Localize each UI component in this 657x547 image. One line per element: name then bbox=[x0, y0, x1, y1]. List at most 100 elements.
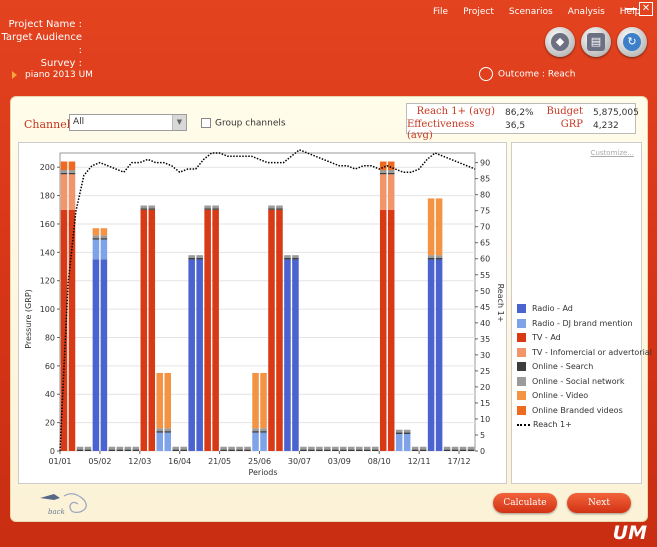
chart-container: 0 20 40 60 80 100 120 140 160 180 200 0 5 10 15 20 25 30 3… bbox=[18, 142, 507, 484]
x-tick-label: 25/06 bbox=[248, 457, 271, 466]
y2-tick-label: 40 bbox=[480, 319, 490, 328]
chevron-down-icon[interactable]: ▼ bbox=[172, 115, 186, 130]
diamond-arrow-icon: ◆ bbox=[551, 33, 569, 51]
bar-segment bbox=[387, 209, 395, 451]
bar-segment bbox=[324, 449, 331, 451]
menu-help[interactable]: Help bbox=[619, 7, 641, 17]
customize-link[interactable]: Customize... bbox=[590, 149, 634, 157]
bar-segment bbox=[164, 431, 172, 433]
bar-segment bbox=[100, 239, 108, 260]
back-button[interactable]: back bbox=[34, 490, 98, 516]
bar-segment bbox=[180, 449, 187, 451]
y2-tick-label: 65 bbox=[480, 239, 490, 248]
y2-tick-label: 30 bbox=[480, 351, 490, 360]
globe-arrow-button[interactable]: ↻ bbox=[617, 27, 647, 57]
bar-segment bbox=[140, 205, 148, 209]
bar-segment bbox=[156, 372, 164, 429]
x-tick-label: 08/10 bbox=[368, 457, 391, 466]
y-tick-label: 140 bbox=[40, 248, 55, 257]
bar-segment bbox=[76, 446, 84, 450]
back-label: back bbox=[48, 508, 65, 516]
bar-segment bbox=[68, 209, 76, 451]
y2-tick-label: 5 bbox=[480, 431, 485, 440]
close-button[interactable]: ✕ bbox=[639, 2, 653, 16]
legend-swatch bbox=[517, 318, 526, 328]
legend-label: Online - Search bbox=[532, 362, 594, 371]
outcome-indicator[interactable]: Outcome : Reach bbox=[479, 67, 575, 81]
bar-segment bbox=[140, 208, 148, 210]
bar-segment bbox=[387, 161, 395, 171]
globe-arrow-icon: ↻ bbox=[623, 33, 641, 51]
bar-segment bbox=[148, 208, 156, 210]
bar-segment bbox=[379, 161, 387, 171]
group-channels-label: Group channels bbox=[215, 118, 286, 129]
legend-label: Online - Social network bbox=[532, 376, 625, 386]
bar-segment bbox=[92, 235, 100, 239]
bar-segment bbox=[379, 209, 387, 451]
x-tick-label: 30/07 bbox=[288, 457, 311, 466]
channels-select[interactable]: All ▼ bbox=[69, 114, 187, 131]
y2-tick-label: 25 bbox=[480, 367, 490, 376]
y-tick-label: 40 bbox=[45, 390, 55, 399]
bar-segment bbox=[60, 174, 68, 210]
bar-segment bbox=[292, 259, 299, 451]
bar-segment bbox=[395, 432, 403, 434]
globe-icon bbox=[479, 67, 493, 81]
x-tick-label: 17/12 bbox=[448, 457, 471, 466]
bar-segment bbox=[427, 258, 435, 260]
bar-segment bbox=[108, 449, 116, 451]
bar-segment bbox=[228, 449, 235, 451]
bar-segment bbox=[443, 446, 451, 450]
bar-segment bbox=[212, 208, 219, 210]
legend-swatch bbox=[517, 304, 526, 313]
menu-project[interactable]: Project bbox=[463, 7, 494, 17]
diamond-arrow-button[interactable]: ◆ bbox=[545, 27, 575, 57]
bar-segment bbox=[395, 429, 403, 433]
legend-panel: Customize... Radio - Ad Radio - DJ brand … bbox=[511, 142, 652, 484]
calculate-button[interactable]: Calculate bbox=[493, 493, 557, 513]
legend-item: Online - Video bbox=[517, 391, 652, 406]
bar-segment bbox=[100, 235, 108, 239]
y-tick-label: 0 bbox=[50, 447, 55, 456]
menu-file[interactable]: File bbox=[433, 7, 449, 17]
menu-analysis[interactable]: Analysis bbox=[567, 7, 605, 17]
minimize-button[interactable] bbox=[625, 2, 637, 10]
legend-item: Online - Social network bbox=[517, 376, 652, 392]
document-button[interactable]: ▤ bbox=[581, 27, 611, 57]
bar-segment bbox=[276, 208, 283, 210]
project-item-label: piano 2013 UM bbox=[25, 70, 93, 80]
bar-segment bbox=[68, 161, 76, 171]
grp-value: 4,232 bbox=[593, 121, 619, 131]
bar-segment bbox=[116, 449, 124, 451]
project-item[interactable]: piano 2013 UM bbox=[12, 70, 93, 80]
checkbox-icon[interactable] bbox=[201, 118, 211, 128]
bar-segment bbox=[379, 170, 387, 173]
bar-segment bbox=[284, 255, 291, 259]
legend-label: TV - Ad bbox=[532, 333, 561, 342]
bar-segment bbox=[84, 446, 92, 450]
pressure-reach-chart[interactable]: 0 20 40 60 80 100 120 140 160 180 200 0 5 10 15 20 25 30 3… bbox=[19, 143, 506, 483]
bar-segment bbox=[68, 170, 76, 173]
next-button[interactable]: Next bbox=[567, 493, 631, 513]
bar-segment bbox=[252, 431, 259, 433]
bar-segment bbox=[451, 449, 459, 451]
bar-segment bbox=[435, 258, 443, 260]
legend-swatch bbox=[517, 347, 526, 357]
group-channels-checkbox[interactable]: Group channels bbox=[201, 118, 286, 129]
bar-segment bbox=[124, 446, 132, 450]
menu-scenarios[interactable]: Scenarios bbox=[508, 7, 553, 17]
y2-tick-label: 0 bbox=[480, 447, 485, 456]
x-tick-label: 12/03 bbox=[128, 457, 151, 466]
bar-segment bbox=[196, 259, 203, 451]
bar-segment bbox=[204, 208, 211, 210]
bar-segment bbox=[172, 449, 179, 451]
bar-segment bbox=[363, 446, 371, 450]
channels-label: Channels bbox=[24, 118, 76, 131]
y-tick-label: 120 bbox=[40, 277, 55, 286]
bar-segment bbox=[100, 228, 108, 236]
bar-segment bbox=[268, 208, 275, 210]
legend-label: TV - Infomercial or advertorial bbox=[532, 347, 652, 357]
bar-segment bbox=[284, 259, 291, 451]
bar-segment bbox=[164, 372, 172, 429]
bar-segment bbox=[92, 228, 100, 236]
